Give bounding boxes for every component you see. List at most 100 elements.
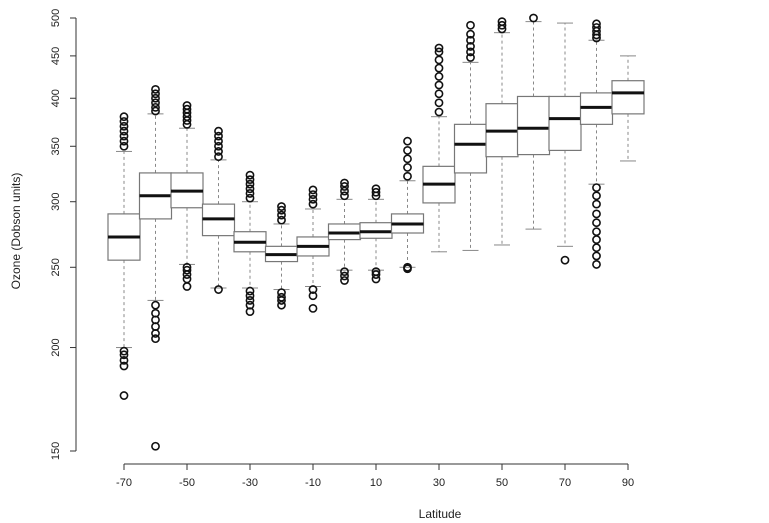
outlier-point <box>308 185 318 195</box>
outlier-point <box>592 243 601 253</box>
x-tick-label: -30 <box>242 477 258 489</box>
box-iqr <box>611 80 645 115</box>
x-axis-label: Latitude <box>419 507 462 521</box>
outlier-point <box>340 271 349 281</box>
outlier-point <box>434 47 444 57</box>
y-tick-label: 250 <box>50 258 62 276</box>
box-iqr <box>548 95 582 152</box>
outlier-point <box>119 131 129 141</box>
outlier-point <box>277 205 286 215</box>
outlier-point <box>592 19 601 29</box>
box-iqr <box>453 123 488 174</box>
outlier-point <box>497 20 507 30</box>
outlier-point <box>182 101 192 110</box>
outlier-point <box>434 89 444 99</box>
x-tick-label: -70 <box>116 477 132 489</box>
outlier-point <box>308 190 318 199</box>
outlier-point <box>592 209 601 219</box>
outlier-point <box>592 235 601 245</box>
outlier-point <box>592 227 601 237</box>
outlier-point <box>592 23 601 32</box>
outlier-point <box>466 42 475 51</box>
outlier-point <box>151 441 160 451</box>
outlier-point <box>560 255 570 265</box>
outlier-point <box>403 154 412 164</box>
outlier-point <box>245 189 255 198</box>
outlier-point <box>214 126 223 136</box>
box-iqr <box>516 95 551 156</box>
outlier-point <box>151 106 160 116</box>
outlier-point <box>466 35 475 45</box>
outlier-point <box>340 191 349 201</box>
outlier-point <box>340 182 349 191</box>
outlier-point <box>119 355 129 365</box>
outlier-point <box>151 102 160 112</box>
y-tick-label: 350 <box>50 137 62 155</box>
outlier-point <box>592 260 601 269</box>
box-group <box>107 112 141 400</box>
outlier-point <box>119 350 129 360</box>
y-tick-label: 150 <box>50 442 62 460</box>
outlier-point <box>182 270 192 279</box>
x-tick-label: 90 <box>622 477 634 489</box>
outlier-point <box>434 107 444 117</box>
outlier-point <box>119 391 129 400</box>
y-tick-label: 400 <box>50 89 62 107</box>
outlier-point <box>151 300 160 310</box>
y-axis-label: Ozone (Dobson units) <box>9 173 23 290</box>
outlier-point <box>214 131 223 141</box>
outlier-point <box>434 55 444 65</box>
box-group <box>390 136 425 274</box>
outlier-point <box>151 89 160 99</box>
box-group <box>201 126 236 294</box>
outlier-point <box>151 329 160 338</box>
outlier-point <box>466 53 475 62</box>
outlier-point <box>151 334 160 344</box>
box-group <box>548 22 582 265</box>
box-group <box>170 101 204 291</box>
outlier-point <box>466 47 475 57</box>
y-tick-label: 450 <box>50 47 62 65</box>
outlier-point <box>340 276 349 285</box>
x-tick-label: 30 <box>433 477 445 489</box>
outlier-point <box>245 175 255 185</box>
outlier-point <box>434 98 444 108</box>
outlier-point <box>214 141 223 151</box>
outlier-point <box>245 170 255 180</box>
outlier-point <box>371 270 381 279</box>
outlier-point <box>340 267 349 277</box>
outlier-point <box>245 193 255 203</box>
box-group <box>296 185 330 313</box>
outlier-point <box>245 307 255 317</box>
y-tick-label: 200 <box>50 338 62 356</box>
outlier-point <box>308 303 318 313</box>
outlier-point <box>434 43 444 53</box>
box-group <box>611 55 645 162</box>
outlier-point <box>592 191 601 201</box>
outlier-point <box>403 146 412 155</box>
outlier-point <box>277 296 286 305</box>
outlier-point <box>214 147 223 156</box>
box-group <box>233 170 267 317</box>
outlier-point <box>371 274 381 284</box>
outlier-point <box>592 218 601 228</box>
outlier-point <box>466 20 475 30</box>
boxplot-series <box>107 13 645 451</box>
x-tick-label: 70 <box>559 477 571 489</box>
outlier-point <box>434 72 444 81</box>
outlier-point <box>277 300 286 310</box>
x-tick-label: -50 <box>179 477 195 489</box>
outlier-point <box>119 141 129 151</box>
outlier-point <box>245 286 255 296</box>
outlier-point <box>214 285 223 294</box>
outlier-point <box>119 112 129 122</box>
outlier-point <box>119 126 129 136</box>
outlier-point <box>466 29 475 39</box>
outlier-point <box>277 215 286 225</box>
box-group <box>138 84 173 451</box>
y-tick-label: 300 <box>50 193 62 211</box>
y-axis: 150 200 250 300 350 400 450 500 <box>50 9 77 460</box>
outlier-point <box>403 136 412 146</box>
y-tick-label: 500 <box>50 9 62 27</box>
